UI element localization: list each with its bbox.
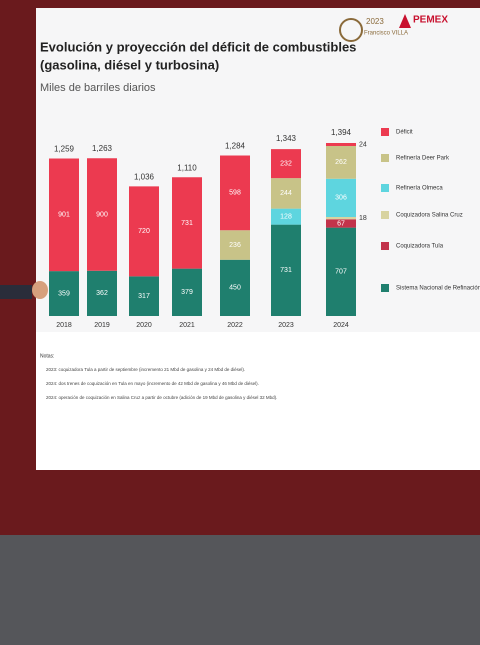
segment-label: 128 <box>280 213 292 220</box>
x-tick-label: 2023 <box>278 322 294 329</box>
x-tick-label: 2022 <box>227 322 243 329</box>
bar-segment <box>271 149 301 179</box>
legend-swatch <box>381 184 389 192</box>
bar-segment <box>326 146 356 179</box>
bar-segment <box>49 271 79 316</box>
segment-label: 900 <box>96 211 108 218</box>
bar-segment <box>220 155 250 231</box>
segment-label: 359 <box>58 290 70 297</box>
bar-segment <box>172 268 202 316</box>
legend-label: Coquizadora Salina Cruz <box>396 213 463 219</box>
pemex-icon <box>399 14 411 28</box>
note: 2024: dos trenes de coquización en Tula … <box>46 381 259 386</box>
total-label: 1,110 <box>177 163 197 172</box>
bar-segment <box>326 217 356 220</box>
segment-label: 24 <box>359 141 367 148</box>
total-label: 1,263 <box>92 144 113 153</box>
logo-name: Francisco VILLA <box>364 31 408 37</box>
segment-label: 450 <box>229 285 241 292</box>
bar-segment <box>326 219 356 228</box>
total-label: 1,394 <box>331 128 352 137</box>
legend-label: Coquizadora Tula <box>396 244 444 250</box>
x-tick-label: 2021 <box>179 322 195 329</box>
segment-label: 67 <box>337 220 345 227</box>
bar-segment <box>129 186 159 277</box>
segment-label: 18 <box>359 215 367 222</box>
legend-swatch <box>381 154 389 162</box>
presenter-arm <box>0 285 32 299</box>
total-label: 1,036 <box>134 173 155 182</box>
legend-swatch <box>381 211 389 219</box>
chart-title: (gasolina, diésel y turbosina) <box>40 57 219 72</box>
bar-segment <box>87 158 117 271</box>
x-tick-label: 2024 <box>333 322 349 329</box>
segment-label: 731 <box>280 267 292 274</box>
legend-label: Refinería Deer Park <box>396 156 450 162</box>
segment-label: 236 <box>229 242 241 249</box>
bar-segment <box>271 178 301 209</box>
logo-emblem <box>339 18 363 42</box>
chart-subtitle: Miles de barriles diarios <box>40 82 156 94</box>
legend-swatch <box>381 242 389 250</box>
bar-segment <box>49 158 79 272</box>
legend-label: Refinería Olmeca <box>396 186 443 192</box>
notes-title: Notas: <box>40 353 54 359</box>
segment-label: 720 <box>138 228 150 235</box>
bar-segment <box>172 177 202 269</box>
floor <box>0 535 480 645</box>
bar-segment <box>220 230 250 260</box>
bar-segment <box>326 178 356 217</box>
segment-label: 262 <box>335 159 347 166</box>
bar-segment <box>326 143 356 146</box>
bar-segment <box>220 259 250 316</box>
x-tick-label: 2019 <box>94 322 110 329</box>
bar-segment <box>271 208 301 225</box>
segment-label: 232 <box>280 160 292 167</box>
segment-label: 317 <box>138 293 150 300</box>
total-label: 1,343 <box>276 134 297 143</box>
segment-label: 379 <box>181 289 193 296</box>
bar-segment <box>326 227 356 316</box>
logo-year: 2023 <box>366 17 384 26</box>
note: 2023: coquizadora Tula a partir de septi… <box>46 367 245 372</box>
bar-segment <box>271 224 301 316</box>
segment-label: 306 <box>335 195 347 202</box>
legend-swatch <box>381 128 389 136</box>
legend-label: Sistema Nacional de Refinación <box>396 286 480 292</box>
segment-label: 244 <box>280 190 292 197</box>
segment-label: 707 <box>335 269 347 276</box>
total-label: 1,259 <box>54 145 75 154</box>
notes-panel <box>36 332 480 470</box>
presenter-hand <box>32 281 48 299</box>
total-label: 1,284 <box>225 142 246 151</box>
bar-segment <box>87 270 117 316</box>
x-tick-label: 2020 <box>136 322 152 329</box>
segment-label: 362 <box>96 290 108 297</box>
x-tick-label: 2018 <box>56 322 72 329</box>
note: 2024: operación de coquización en Salina… <box>46 395 277 400</box>
segment-label: 901 <box>58 212 70 219</box>
bar-segment <box>129 276 159 316</box>
chart-title: Evolución y proyección del déficit de co… <box>40 39 356 54</box>
logo-brand: PEMEX <box>413 15 448 26</box>
segment-label: 731 <box>181 220 193 227</box>
legend-swatch <box>381 284 389 292</box>
segment-label: 598 <box>229 190 241 197</box>
legend-label: Déficit <box>396 130 413 136</box>
